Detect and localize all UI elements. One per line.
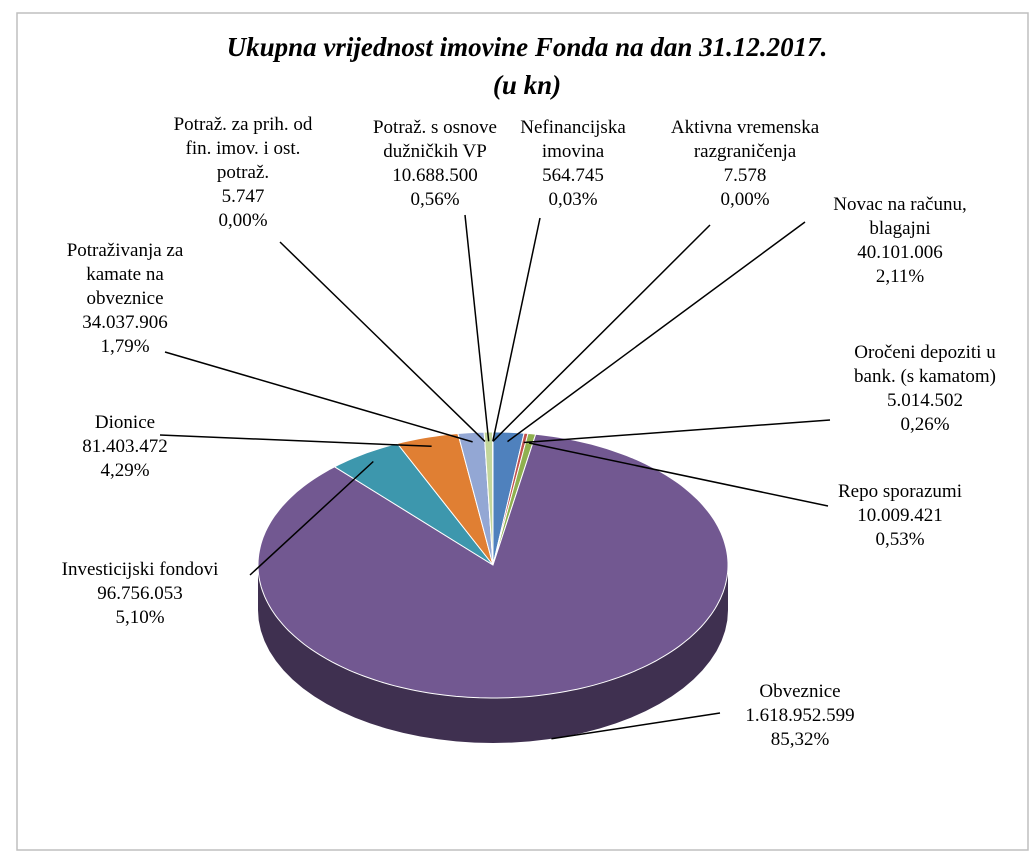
value-label: 40.101.006 xyxy=(857,242,943,263)
value-label: 10.009.421 xyxy=(857,505,943,526)
slice-label: Potraživanja za xyxy=(67,240,184,261)
slice-label: Repo sporazumi xyxy=(838,481,962,502)
slice-label: Dionice xyxy=(95,412,155,433)
slice-label: bank. (s kamatom) xyxy=(854,366,996,387)
value-label: 1.618.952.599 xyxy=(745,705,854,726)
slice-label: Investicijski fondovi xyxy=(62,559,219,580)
slice-label: potraž. xyxy=(217,162,269,183)
value-label: 81.403.472 xyxy=(82,436,168,457)
slice-label: Novac na računu, xyxy=(833,194,966,215)
slice-label: obveznice xyxy=(86,288,163,309)
slice-label: Potraž. s osnove xyxy=(373,117,497,138)
slice-label: fin. imov. i ost. xyxy=(186,138,301,159)
percent-label: 1,79% xyxy=(100,336,149,357)
value-label: 5.747 xyxy=(222,186,265,207)
value-label: 34.037.906 xyxy=(82,312,168,333)
value-label: 7.578 xyxy=(724,165,767,186)
slice-label: Oročeni depoziti u xyxy=(854,342,996,363)
value-label: 96.756.053 xyxy=(97,583,183,604)
value-label: 564.745 xyxy=(542,165,604,186)
percent-label: 2,11% xyxy=(876,266,925,287)
percent-label: 85,32% xyxy=(771,729,830,750)
slice-label: dužničkih VP xyxy=(383,141,487,162)
slice-label: imovina xyxy=(542,141,605,162)
slice-label: blagajni xyxy=(869,218,930,239)
slice-label: razgraničenja xyxy=(694,141,797,162)
slice-label: Obveznice xyxy=(759,681,840,702)
slice-label: kamate na xyxy=(86,264,164,285)
chart-title: Ukupna vrijednost imovine Fonda na dan 3… xyxy=(227,32,828,62)
slice-label: Nefinancijska xyxy=(520,117,626,138)
percent-label: 0,03% xyxy=(548,189,597,210)
percent-label: 0,53% xyxy=(875,529,924,550)
percent-label: 5,10% xyxy=(115,607,164,628)
value-label: 10.688.500 xyxy=(392,165,478,186)
percent-label: 0,56% xyxy=(410,189,459,210)
percent-label: 4,29% xyxy=(100,460,149,481)
percent-label: 0,00% xyxy=(218,210,267,231)
slice-label: Aktivna vremenska xyxy=(671,117,820,138)
slice-label: Potraž. za prih. od xyxy=(174,114,313,135)
chart-subtitle: (u kn) xyxy=(493,70,561,100)
percent-label: 0,26% xyxy=(900,414,949,435)
value-label: 5.014.502 xyxy=(887,390,963,411)
percent-label: 0,00% xyxy=(720,189,769,210)
